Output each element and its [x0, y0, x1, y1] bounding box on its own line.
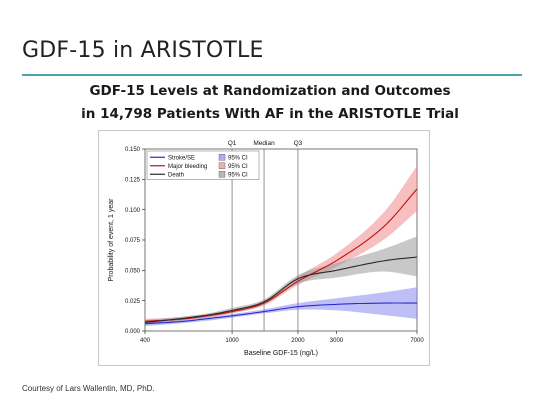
reference-label-1: Median: [253, 140, 275, 147]
reference-label-0: Q1: [228, 140, 237, 147]
series-line-2: [144, 256, 418, 324]
y-tick-label-3: 0.075: [125, 238, 141, 244]
legend-ci-swatch-0: [218, 154, 226, 161]
y-tick-label-5: 0.125: [125, 178, 141, 184]
series-line-1: [144, 188, 418, 322]
chart-title-line-2: in 14,798 Patients With AF in the ARISTO…: [81, 106, 459, 122]
legend-ci-label-0: 95% CI: [228, 156, 248, 162]
y-tick-label-1: 0.025: [125, 299, 141, 305]
probability-chart: Q1 Median Q3 0.000 0.025 0.050 0.075 0.100 0.125…: [108, 140, 424, 357]
chart-title-line-1: GDF-15 Levels at Randomization and Outco…: [89, 83, 451, 99]
x-axis-label: Baseline GDF-15 (ng/L): [244, 350, 318, 357]
legend-ci-label-1: 95% CI: [228, 164, 248, 170]
x-tick-label-2: 2000: [291, 338, 305, 344]
title-divider: [22, 74, 522, 76]
legend-ci-label-2: 95% CI: [228, 173, 248, 179]
legend-box: [146, 150, 260, 180]
image-credit: Courtesy of Lars Wallentin, MD, PhD.: [22, 384, 155, 393]
series-line-0: [144, 302, 417, 325]
legend-label-0: Stroke/SE: [168, 156, 195, 162]
x-tick-label-1: 1000: [225, 338, 239, 344]
slide-title: GDF-15 in ARISTOTLE: [22, 38, 264, 63]
y-tick-label-0: 0.000: [125, 329, 141, 335]
x-tick-label-4: 7000: [410, 338, 424, 344]
legend-ci-swatch-1: [218, 162, 226, 169]
chart-frame: Q1 Median Q3 0.000 0.025 0.050 0.075 0.100 0.125…: [98, 130, 430, 366]
legend-label-2: Death: [168, 173, 184, 179]
y-tick-label-6: 0.150: [125, 147, 141, 153]
x-tick-label-0: 400: [140, 338, 151, 344]
reference-label-2: Q3: [294, 140, 303, 147]
legend-label-1: Major bleeding: [168, 164, 207, 170]
legend-ci-swatch-2: [218, 171, 226, 178]
y-axis-label: Probability of event, 1 year: [108, 198, 115, 282]
y-tick-label-2: 0.050: [125, 269, 141, 275]
x-tick-label-3: 3000: [330, 338, 344, 344]
y-tick-label-4: 0.100: [125, 208, 141, 214]
